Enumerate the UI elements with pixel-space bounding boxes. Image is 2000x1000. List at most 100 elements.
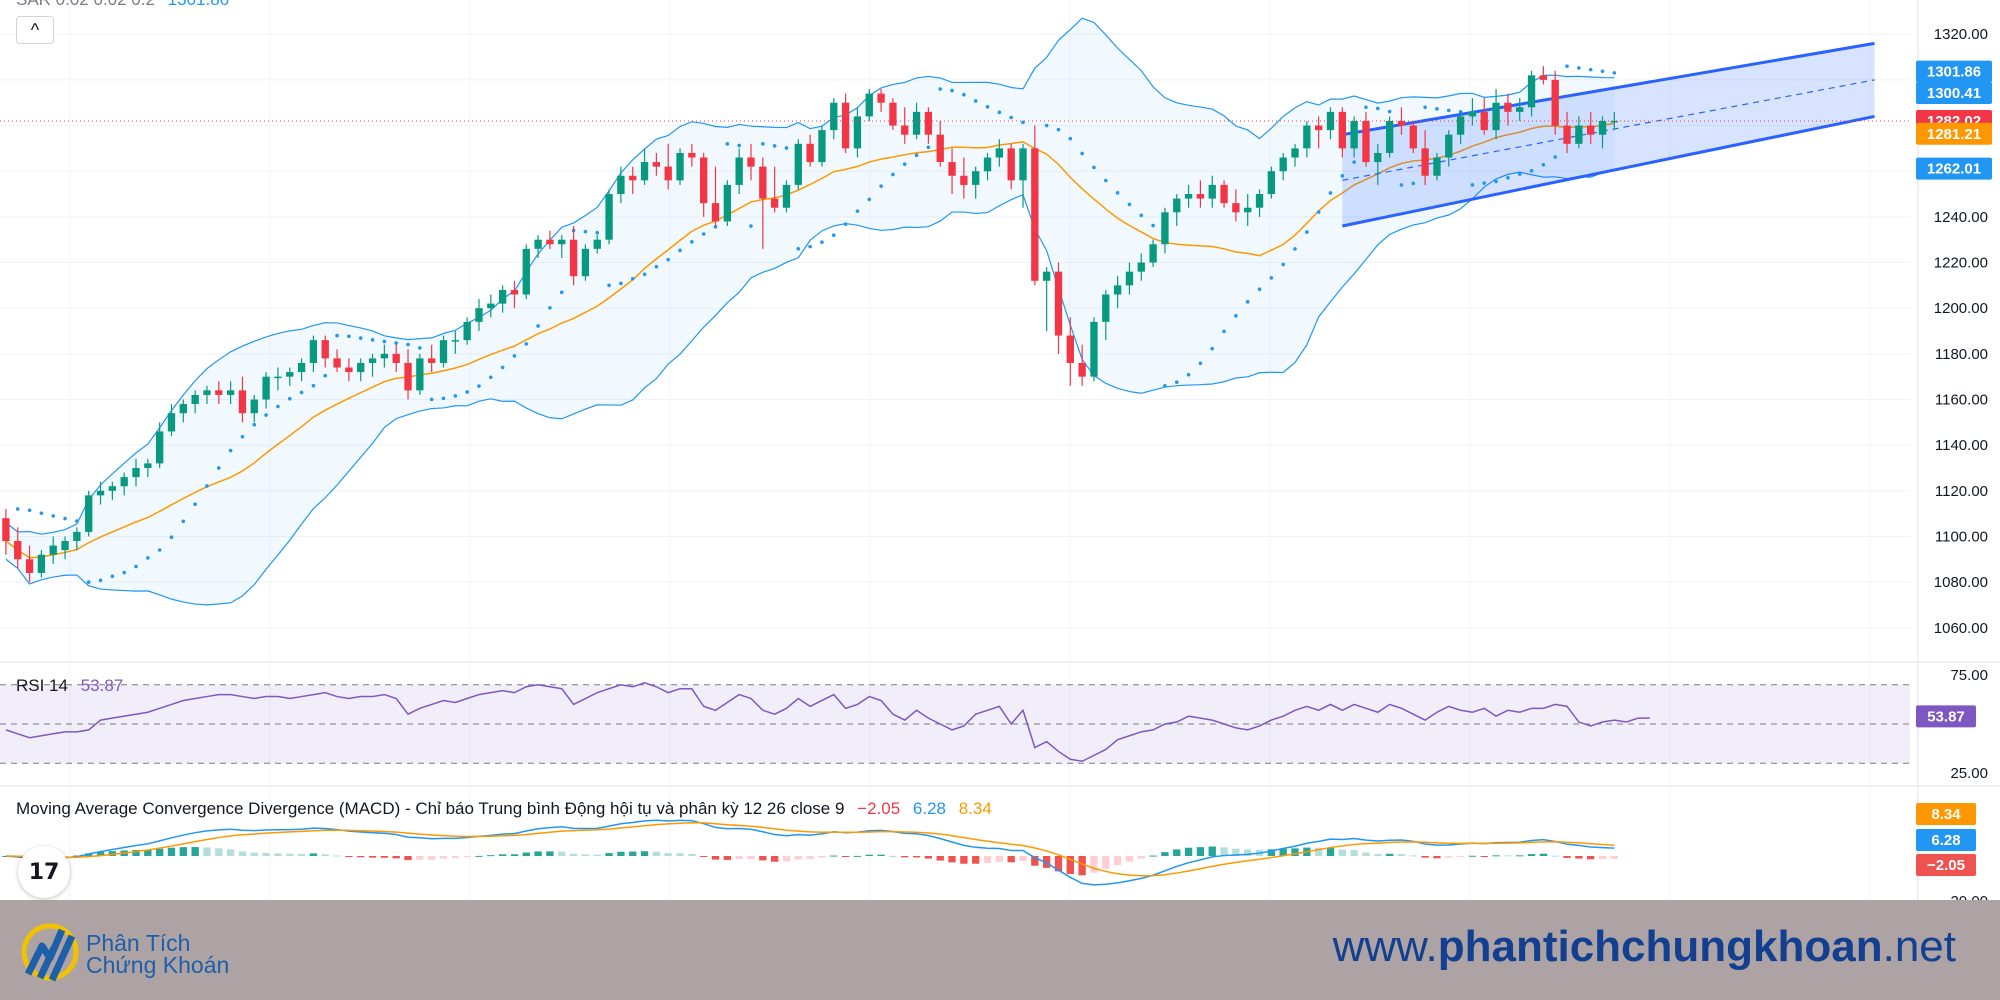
sar-dot — [122, 570, 126, 575]
bollinger-lower-line — [5, 168, 1615, 606]
sar-dot — [1588, 67, 1593, 72]
sar-dot — [796, 247, 801, 251]
tradingview-logo-icon[interactable]: 17 — [18, 846, 70, 898]
price-tick-label: 1220.00 — [1934, 255, 1988, 272]
candle-body — [806, 143, 814, 163]
candle-body — [1338, 111, 1346, 149]
candle-body — [1610, 120, 1619, 123]
candle-body — [1244, 207, 1252, 213]
candle-body — [238, 390, 247, 414]
macd-hist-bar — [1527, 854, 1536, 856]
sar-dot — [559, 290, 564, 295]
sar-dot — [1068, 136, 1073, 141]
site-url-domain: phantichchungkhoan — [1437, 922, 1883, 971]
macd-hist-bar — [1042, 856, 1051, 868]
candle-body — [1445, 134, 1453, 158]
candle-body — [723, 184, 732, 222]
macd-hist-bar — [1173, 849, 1181, 856]
candle-body — [1042, 271, 1051, 281]
candle-body — [1184, 194, 1193, 199]
sar-dot — [595, 230, 600, 235]
candle-body — [1255, 194, 1264, 208]
candle-body — [558, 239, 566, 245]
macd-hist-bar — [995, 856, 1004, 862]
sar-dot — [75, 519, 79, 523]
candle-body — [1137, 262, 1145, 272]
sar-dot — [985, 105, 990, 109]
macd-hist-bar — [1125, 856, 1134, 862]
candle-body — [1303, 125, 1311, 149]
macd-hist-bar — [250, 852, 258, 856]
moving-average-line — [5, 122, 1615, 559]
candle-body — [108, 486, 117, 491]
macd-hist-bar — [144, 849, 152, 856]
price-tick-label: 1080.00 — [1934, 574, 1988, 591]
macd-hist-bar — [936, 856, 944, 861]
collapse-legend-button[interactable]: ^ — [16, 16, 54, 44]
macd-hist-bar — [309, 853, 318, 856]
candle-body — [274, 376, 282, 379]
sar-dot — [1305, 230, 1309, 234]
brand-line-2: Chứng Khoán — [86, 952, 230, 978]
macd-hist-bar — [1019, 856, 1027, 861]
macd-badge: −2.05 — [1916, 854, 1976, 876]
candle-body — [392, 353, 400, 363]
sar-dot — [1517, 172, 1522, 177]
candle-body — [1492, 102, 1500, 131]
macd-badge-label: −2.05 — [1927, 857, 1965, 874]
sar-dot — [914, 153, 919, 158]
sar-dot — [678, 248, 682, 253]
candle-body — [877, 93, 885, 103]
candle-body — [250, 399, 258, 414]
brand-name: Phân Tích Chứng Khoán — [86, 932, 230, 978]
chart-area[interactable]: 1320.001300.001280.001260.001240.001220.… — [0, 0, 2000, 900]
sar-dot — [51, 514, 56, 518]
macd-hist-bar — [1350, 850, 1358, 856]
candle-body — [37, 554, 46, 573]
sar-dot — [1234, 314, 1238, 318]
candle-body — [191, 394, 199, 405]
sar-dot — [1080, 151, 1084, 156]
sar-dot — [323, 373, 328, 378]
macd-signal-value: 8.34 — [958, 799, 992, 818]
macd-legend-label: Moving Average Convergence Divergence (M… — [16, 799, 845, 818]
macd-hist-bar — [108, 851, 117, 856]
macd-hist-bar — [226, 849, 235, 856]
price-badge-bg — [1916, 122, 1992, 145]
sar-dot — [429, 397, 434, 402]
candle-body — [144, 463, 152, 468]
macd-hist-bar — [1102, 856, 1110, 869]
sar-dot — [1293, 247, 1297, 251]
macd-hist-bar — [770, 856, 779, 862]
sar-dot — [169, 535, 174, 540]
macd-hist-bar — [1563, 856, 1571, 858]
candle-body — [498, 289, 507, 304]
macd-hist-bar — [1409, 855, 1417, 857]
candle-body — [14, 541, 22, 560]
candle-body — [711, 203, 720, 222]
rsi-legend-value: 53.87 — [80, 676, 124, 695]
candle-body — [428, 358, 436, 363]
macd-badge-bg — [1916, 803, 1976, 825]
sar-dot — [193, 502, 197, 507]
macd-hist-bar — [759, 856, 767, 861]
macd-hist-bar — [830, 855, 838, 857]
candle-body — [983, 157, 992, 172]
chart-canvas[interactable]: 1320.001300.001280.001260.001240.001220.… — [0, 0, 2000, 900]
sar-dot — [749, 224, 753, 228]
candle-body — [262, 376, 270, 400]
candle-body — [1539, 75, 1548, 80]
candle-body — [1385, 120, 1394, 153]
sar-dot — [394, 341, 398, 345]
candle-body — [1066, 335, 1074, 363]
site-url[interactable]: www.phantichchungkhoan.net — [1333, 922, 1956, 972]
candle-body — [85, 495, 93, 532]
candle-body — [1291, 148, 1299, 158]
candle-body — [416, 358, 424, 391]
candle-body — [972, 171, 980, 185]
candle-body — [1563, 125, 1571, 144]
macd-hist-bar — [487, 855, 495, 857]
candle-body — [155, 431, 164, 464]
sar-dot — [701, 232, 706, 236]
macd-hist-bar — [1137, 856, 1145, 859]
